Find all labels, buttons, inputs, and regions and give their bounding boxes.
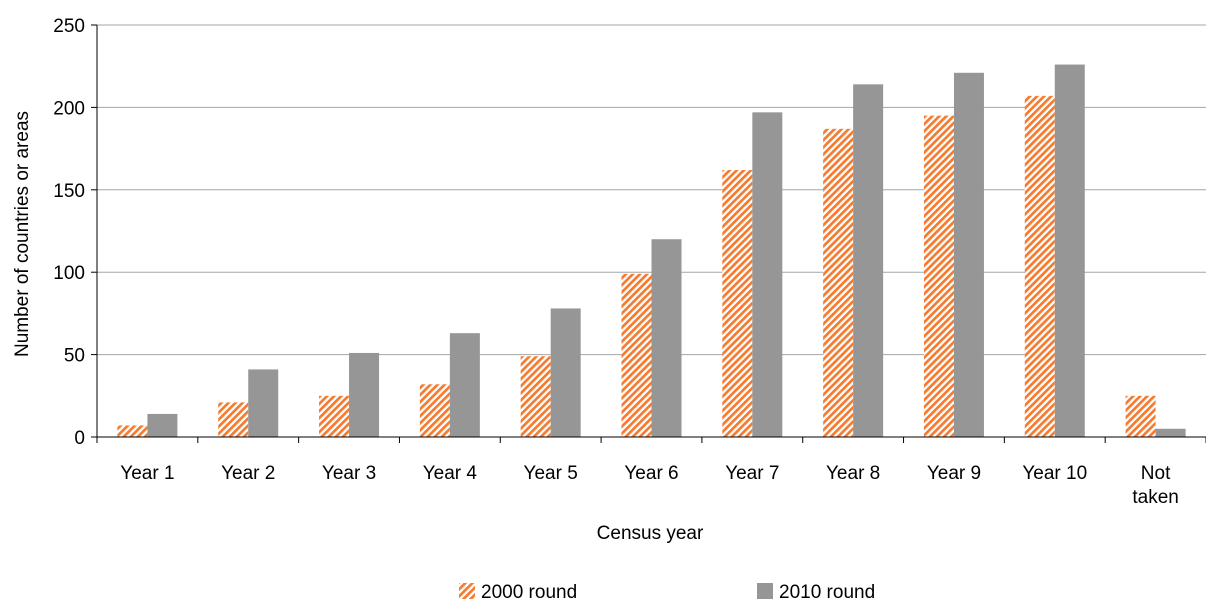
bar-2000-round — [1024, 95, 1055, 437]
bar-2000-round — [419, 384, 450, 437]
y-tick-label: 200 — [53, 98, 85, 119]
x-tick-label: Year 8 — [826, 463, 880, 484]
y-tick-label: 250 — [53, 16, 85, 37]
bar-2010-round — [651, 239, 682, 437]
bar-2010-round — [449, 333, 480, 437]
y-axis-title: Number of countries or areas — [12, 111, 33, 357]
x-tick-label: Year 6 — [624, 463, 678, 484]
bar-2010-round — [1155, 428, 1186, 437]
gridlines — [97, 24, 1206, 356]
y-tick-label: 50 — [64, 346, 85, 367]
x-tick-label: Year 2 — [221, 463, 275, 484]
bars — [117, 64, 1186, 438]
x-tick-label: Year 4 — [423, 463, 478, 484]
bar-2010-round — [1054, 64, 1085, 437]
bar-2010-round — [248, 369, 279, 437]
bar-2010-round — [550, 308, 581, 437]
bar-2000-round — [117, 425, 148, 437]
legend: 2000 round 2010 round — [459, 582, 875, 603]
legend-label: 2000 round — [481, 582, 577, 601]
x-tick-label: Year 5 — [524, 463, 578, 484]
bar-2010-round — [953, 72, 984, 438]
bar-2000-round — [218, 402, 249, 437]
bar-2000-round — [722, 170, 753, 438]
legend-swatch — [757, 583, 773, 599]
bar-2010-round — [147, 413, 178, 437]
bar-2000-round — [319, 395, 350, 437]
legend-swatch — [459, 583, 475, 599]
bar-2000-round — [621, 273, 652, 437]
bar-2000-round — [520, 356, 551, 437]
bar-2000-round — [823, 128, 854, 437]
x-tick-label: Year 9 — [927, 463, 981, 484]
y-tick-label: 150 — [53, 181, 85, 202]
x-tick-label: Year 7 — [725, 463, 779, 484]
x-tick-label: Year 10 — [1022, 463, 1087, 484]
bar-2000-round — [923, 115, 954, 437]
bar-2010-round — [853, 84, 884, 437]
x-tick-label: Year 1 — [120, 463, 174, 484]
x-axis-title: Census year — [597, 523, 704, 544]
bar-2010-round — [349, 352, 380, 437]
x-tick-label: Year 3 — [322, 463, 376, 484]
x-tick-label: Not taken — [1132, 463, 1178, 508]
y-tick-label: 100 — [53, 263, 85, 284]
legend-label: 2010 round — [779, 582, 875, 601]
y-tick-label: 0 — [74, 428, 85, 449]
bar-2000-round — [1125, 395, 1156, 437]
bar-2010-round — [752, 112, 783, 438]
axes: 0 50 100 150 200 250 Year 1 Year 2 Year 3 Year 4 Y… — [53, 16, 1206, 508]
